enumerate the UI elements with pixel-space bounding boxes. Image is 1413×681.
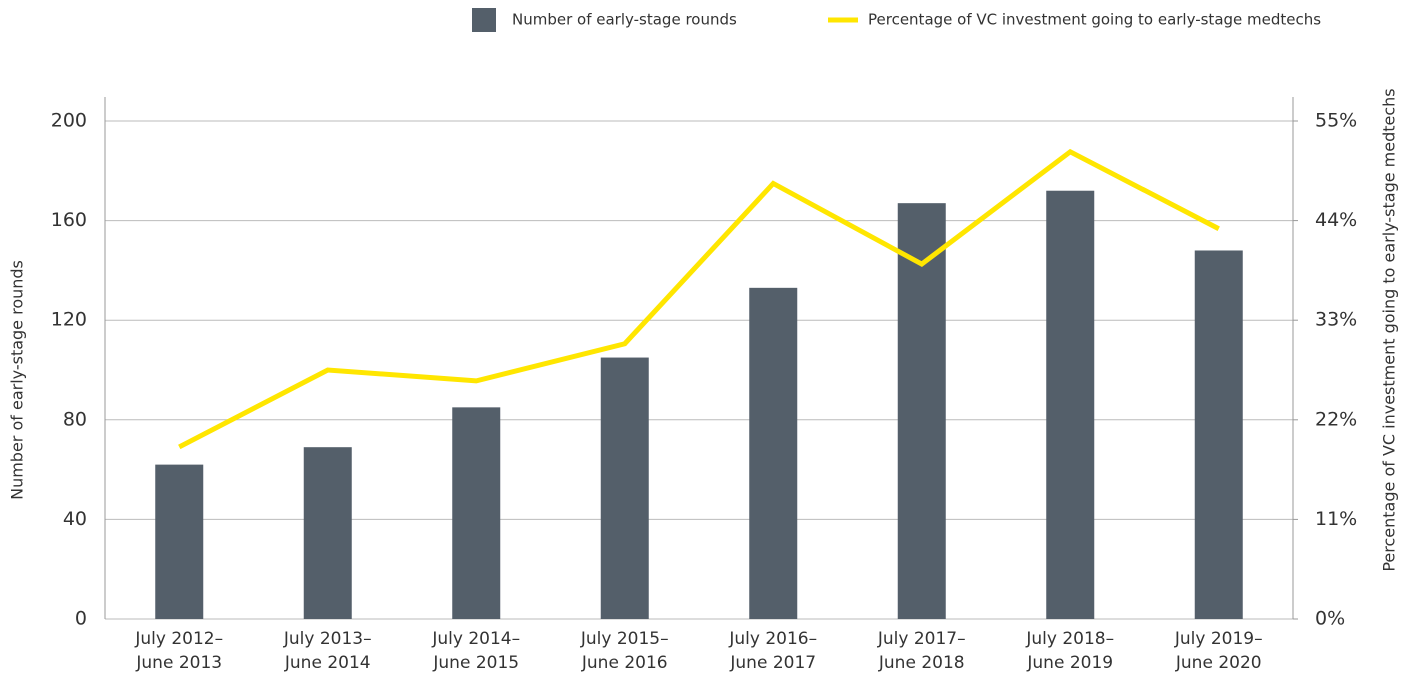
x-tick-label: June 2018 [878, 653, 965, 673]
x-tick-label: July 2015– [580, 629, 669, 649]
x-tick-label: July 2019– [1174, 629, 1263, 649]
x-tick-label: June 2016 [581, 653, 668, 673]
y-axis-title: Number of early-stage rounds [8, 260, 27, 500]
x-tick-label: June 2020 [1175, 653, 1262, 673]
bar [452, 407, 501, 619]
y2-axis-title: Percentage of VC investment going to ear… [1380, 88, 1399, 571]
x-tick-label: June 2013 [135, 653, 222, 673]
legend-label: Number of early-stage rounds [512, 11, 737, 29]
x-tick-label: July 2013– [283, 629, 372, 649]
y2-tick-label: 11% [1315, 508, 1357, 530]
y-tick-label: 200 [51, 110, 87, 132]
y2-tick-label: 33% [1315, 309, 1357, 331]
bar [897, 203, 946, 620]
bar [303, 447, 352, 619]
x-tick-label: June 2017 [729, 653, 816, 673]
x-tick-label: June 2014 [284, 653, 371, 673]
bar [600, 357, 649, 619]
x-tick-label: June 2019 [1026, 653, 1113, 673]
x-tick-label: July 2016– [728, 629, 817, 649]
legend-label: Percentage of VC investment going to ear… [868, 11, 1321, 29]
bar [1046, 190, 1095, 619]
x-tick-label: July 2017– [877, 629, 966, 649]
x-tick-label: June 2015 [432, 653, 519, 673]
y-tick-label: 120 [51, 309, 87, 331]
x-tick-label: July 2014– [431, 629, 520, 649]
y-tick-label: 160 [51, 209, 87, 231]
bar [749, 287, 798, 619]
x-tick-label: July 2018– [1025, 629, 1114, 649]
bar [1194, 250, 1243, 620]
y-tick-label: 40 [63, 508, 87, 530]
line [178, 148, 1220, 450]
bar [155, 464, 204, 619]
y2-tick-label: 55% [1315, 110, 1357, 132]
y2-tick-label: 44% [1315, 209, 1357, 231]
y-tick-label: 80 [63, 408, 87, 430]
y2-tick-label: 22% [1315, 408, 1357, 430]
y-tick-label: 0 [75, 608, 87, 630]
x-tick-label: July 2012– [134, 629, 223, 649]
legend-swatch [472, 8, 496, 32]
y2-tick-label: 0% [1315, 608, 1345, 630]
